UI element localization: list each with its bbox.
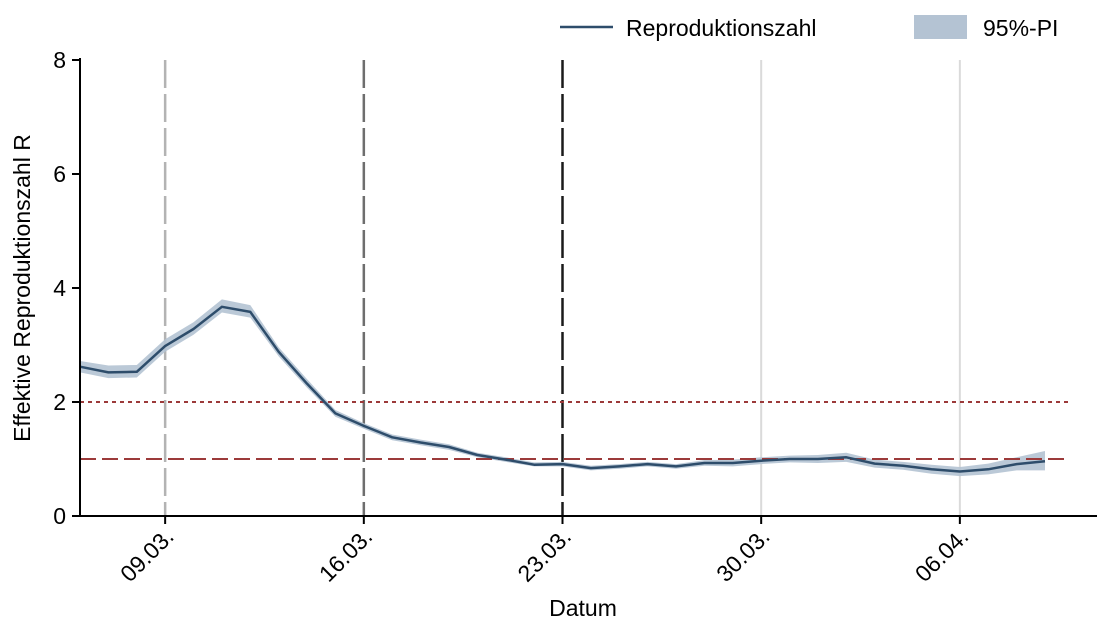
y-tick-label-2: 2 [53,389,66,415]
y-tick-label-6: 6 [53,161,66,187]
legend: Reproduktionszahl 95%-PI [560,15,1058,41]
series-line-layer [79,305,1046,473]
legend-line-label: Reproduktionszahl [626,15,817,41]
axes [72,58,1097,524]
x-tick-label-16.03.: 16.03. [314,523,378,587]
reference-lines [80,401,1070,460]
x-tick-label-23.03.: 23.03. [512,523,576,587]
x-axis-label: Datum [549,595,617,621]
series-line-reproduktionszahl [79,305,1046,473]
y-tick-label-8: 8 [53,47,66,73]
y-axis-label: Effektive Reproduktionszahl R [9,134,35,442]
x-tick-label-09.03.: 09.03. [115,523,179,587]
vertical-markers [163,60,961,516]
x-tick-label-30.03.: 30.03. [711,523,775,587]
legend-band-swatch [914,15,967,39]
tick-labels: 0 2 4 6 8 09.03. 16.03. 23.03. 30.03. 06.04. [53,47,973,587]
x-tick-label-06.04.: 06.04. [910,523,974,587]
y-tick-label-4: 4 [53,275,66,301]
y-tick-label-0: 0 [53,503,66,529]
legend-band-label: 95%-PI [983,15,1058,41]
